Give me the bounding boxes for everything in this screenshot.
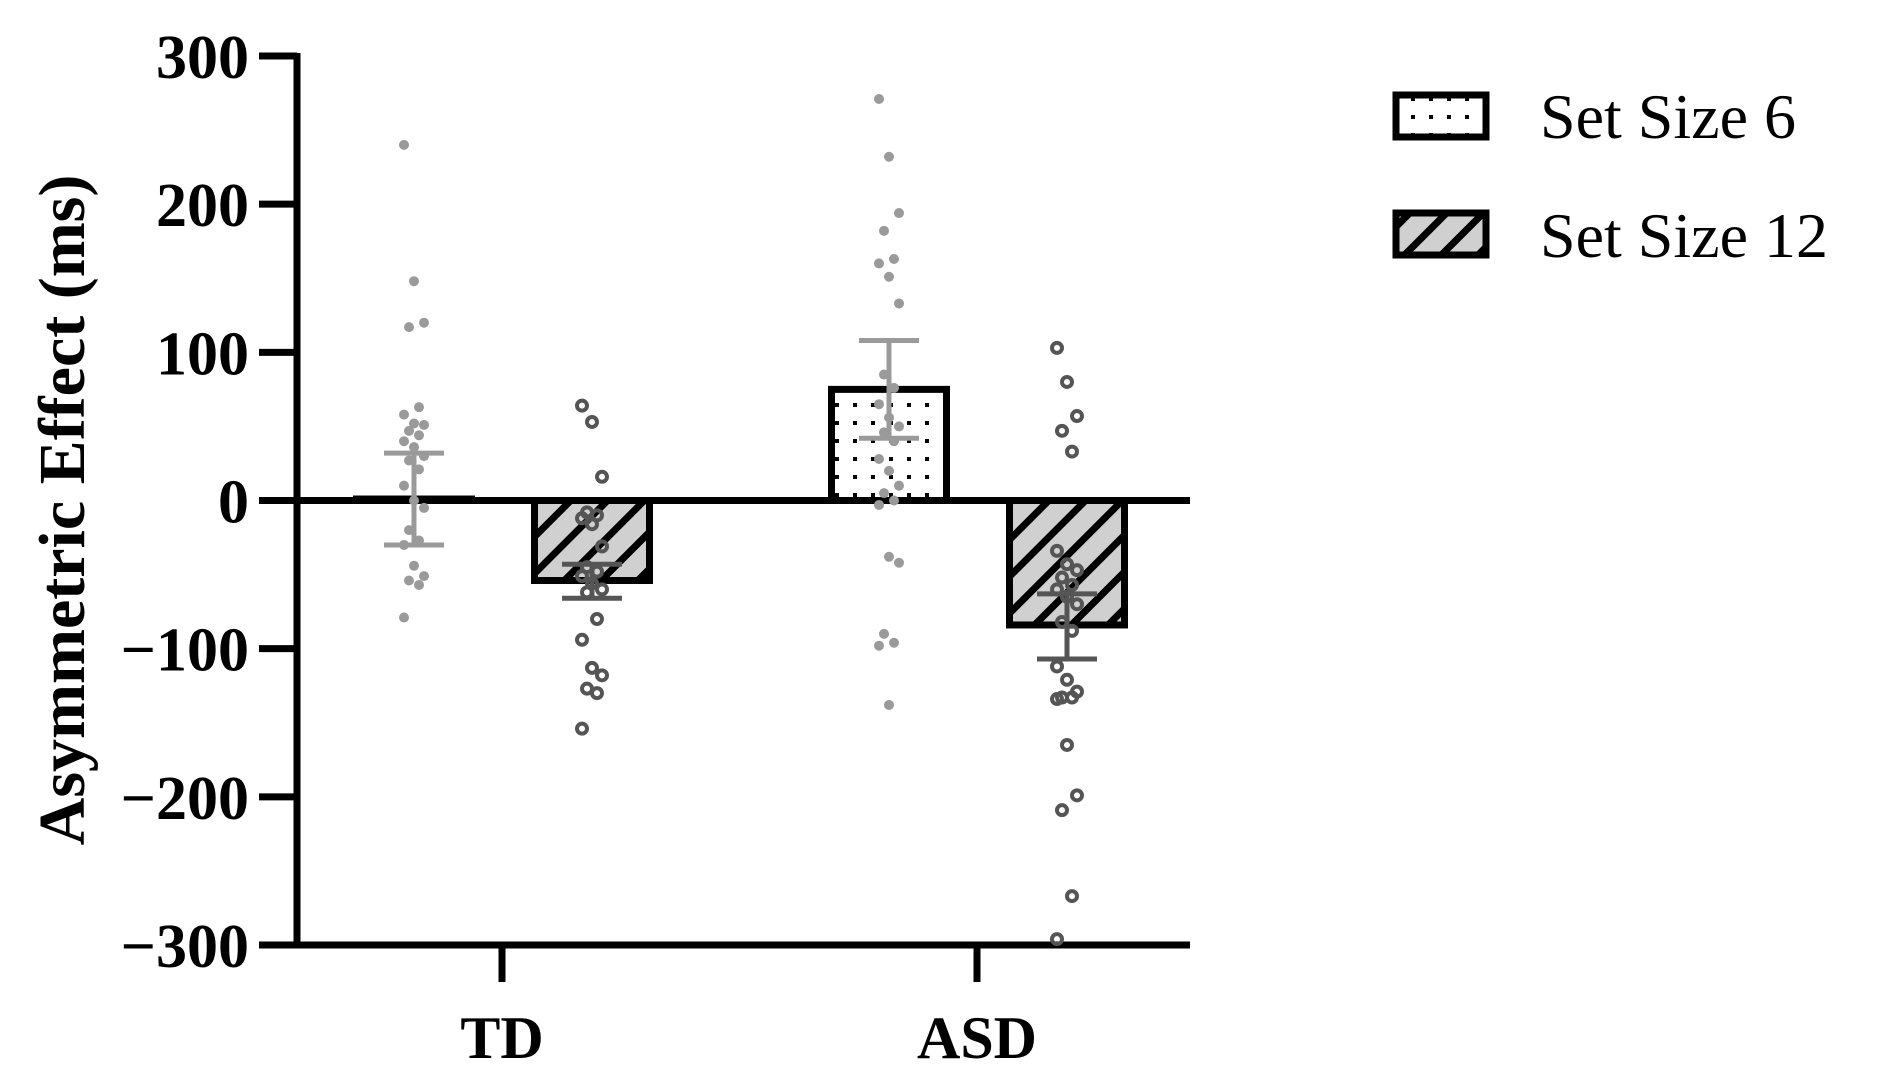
legend-label-set-size-12: Set Size 12 [1540,200,1828,271]
point-asd-set-size-12 [1070,597,1084,612]
point-asd-set-size-6 [874,258,884,269]
point-td-set-size-12 [575,511,589,526]
point-asd-set-size-6 [889,637,899,648]
legend-label-set-size-6: Set Size 6 [1540,81,1796,152]
y-axis-label: Asymmetric Effect (ms) [26,175,99,846]
point-td-set-size-6 [414,430,424,441]
point-asd-set-size-12 [1050,340,1064,355]
point-asd-set-size-12 [1065,577,1079,592]
point-asd-set-size-6 [874,499,884,510]
point-asd-set-size-12 [1065,889,1079,904]
point-asd-set-size-6 [874,93,884,104]
point-td-set-size-6 [419,419,429,430]
point-td-set-size-6 [419,571,429,582]
legend-item-set-size-12: Set Size 12 [1392,200,1828,271]
point-td-set-size-6 [404,425,414,436]
legend-swatch-set-size-6 [1392,91,1490,141]
point-asd-set-size-6 [879,628,889,639]
plot-area: 300 200 100 0 −100 −200 −300 [121,24,1190,982]
point-asd-set-size-12 [1060,374,1074,389]
legend-swatch-set-size-12 [1392,209,1490,259]
point-asd-set-size-12 [1060,557,1074,572]
point-asd-set-size-12 [1060,737,1074,752]
point-td-set-size-6 [404,322,414,333]
point-td-set-size-6 [409,276,419,287]
point-asd-set-size-6 [894,208,904,219]
category-label-asd: ASD [917,1005,1037,1071]
point-td-set-size-6 [404,575,414,586]
point-td-set-size-12 [575,569,589,584]
y-tick-label: 200 [156,172,249,240]
point-td-set-size-12 [590,686,604,701]
point-td-set-size-6 [414,579,424,590]
point-td-set-size-6 [399,612,409,623]
point-td-set-size-6 [409,418,419,429]
point-asd-set-size-12 [1070,563,1084,578]
point-asd-set-size-6 [874,640,884,651]
point-asd-set-size-12 [1050,543,1064,558]
point-asd-set-size-6 [884,465,894,476]
point-asd-set-size-6 [894,298,904,309]
y-tick-label: −200 [121,765,249,833]
point-asd-set-size-12 [1065,444,1079,459]
point-asd-set-size-12 [1055,570,1069,585]
point-asd-set-size-12 [1070,409,1084,424]
legend-item-set-size-6: Set Size 6 [1392,81,1796,152]
point-td-set-size-6 [409,560,419,571]
point-td-set-size-12 [585,517,599,532]
point-asd-set-size-6 [884,551,894,562]
y-tick-label: −100 [121,617,249,685]
legend: Set Size 6 Set Size 12 [1392,81,1828,271]
point-td-set-size-6 [399,409,409,420]
point-asd-set-size-12 [1060,672,1074,687]
point-asd-set-size-6 [879,488,889,499]
point-asd-set-size-12 [1050,659,1064,674]
category-label-td: TD [460,1005,543,1071]
point-asd-set-size-6 [879,225,889,236]
point-td-set-size-6 [399,480,409,491]
point-td-set-size-12 [585,414,599,429]
point-asd-set-size-12 [1050,692,1064,707]
point-td-set-size-12 [595,582,609,597]
point-td-set-size-6 [414,402,424,413]
point-asd-set-size-12 [1050,932,1064,947]
point-asd-set-size-6 [874,454,884,465]
point-asd-set-size-6 [884,271,894,282]
point-asd-set-size-6 [894,557,904,568]
point-asd-set-size-12 [1065,690,1079,705]
point-asd-set-size-6 [884,151,894,162]
y-tick-label: −300 [121,913,249,981]
y-tick-label: 100 [156,320,249,388]
point-td-set-size-6 [419,317,429,328]
point-td-set-size-6 [399,139,409,150]
point-td-set-size-12 [575,398,589,413]
point-td-set-size-12 [595,539,609,554]
point-asd-set-size-6 [894,421,904,432]
point-asd-set-size-6 [889,253,899,264]
point-td-set-size-6 [399,436,409,447]
point-td-set-size-6 [419,502,429,513]
point-td-set-size-12 [595,469,609,484]
point-td-set-size-12 [590,612,604,627]
point-asd-set-size-12 [1055,423,1069,438]
point-asd-set-size-6 [874,399,884,410]
point-td-set-size-12 [575,721,589,736]
point-asd-set-size-6 [894,480,904,491]
point-td-set-size-12 [595,668,609,683]
y-tick-label: 300 [156,24,249,92]
point-td-set-size-6 [409,442,419,453]
point-asd-set-size-6 [884,699,894,710]
point-td-set-size-12 [575,632,589,647]
point-td-set-size-12 [585,660,599,675]
y-tick-label: 0 [218,469,249,537]
point-asd-set-size-6 [889,495,899,506]
point-asd-set-size-12 [1055,803,1069,818]
point-asd-set-size-12 [1070,788,1084,803]
